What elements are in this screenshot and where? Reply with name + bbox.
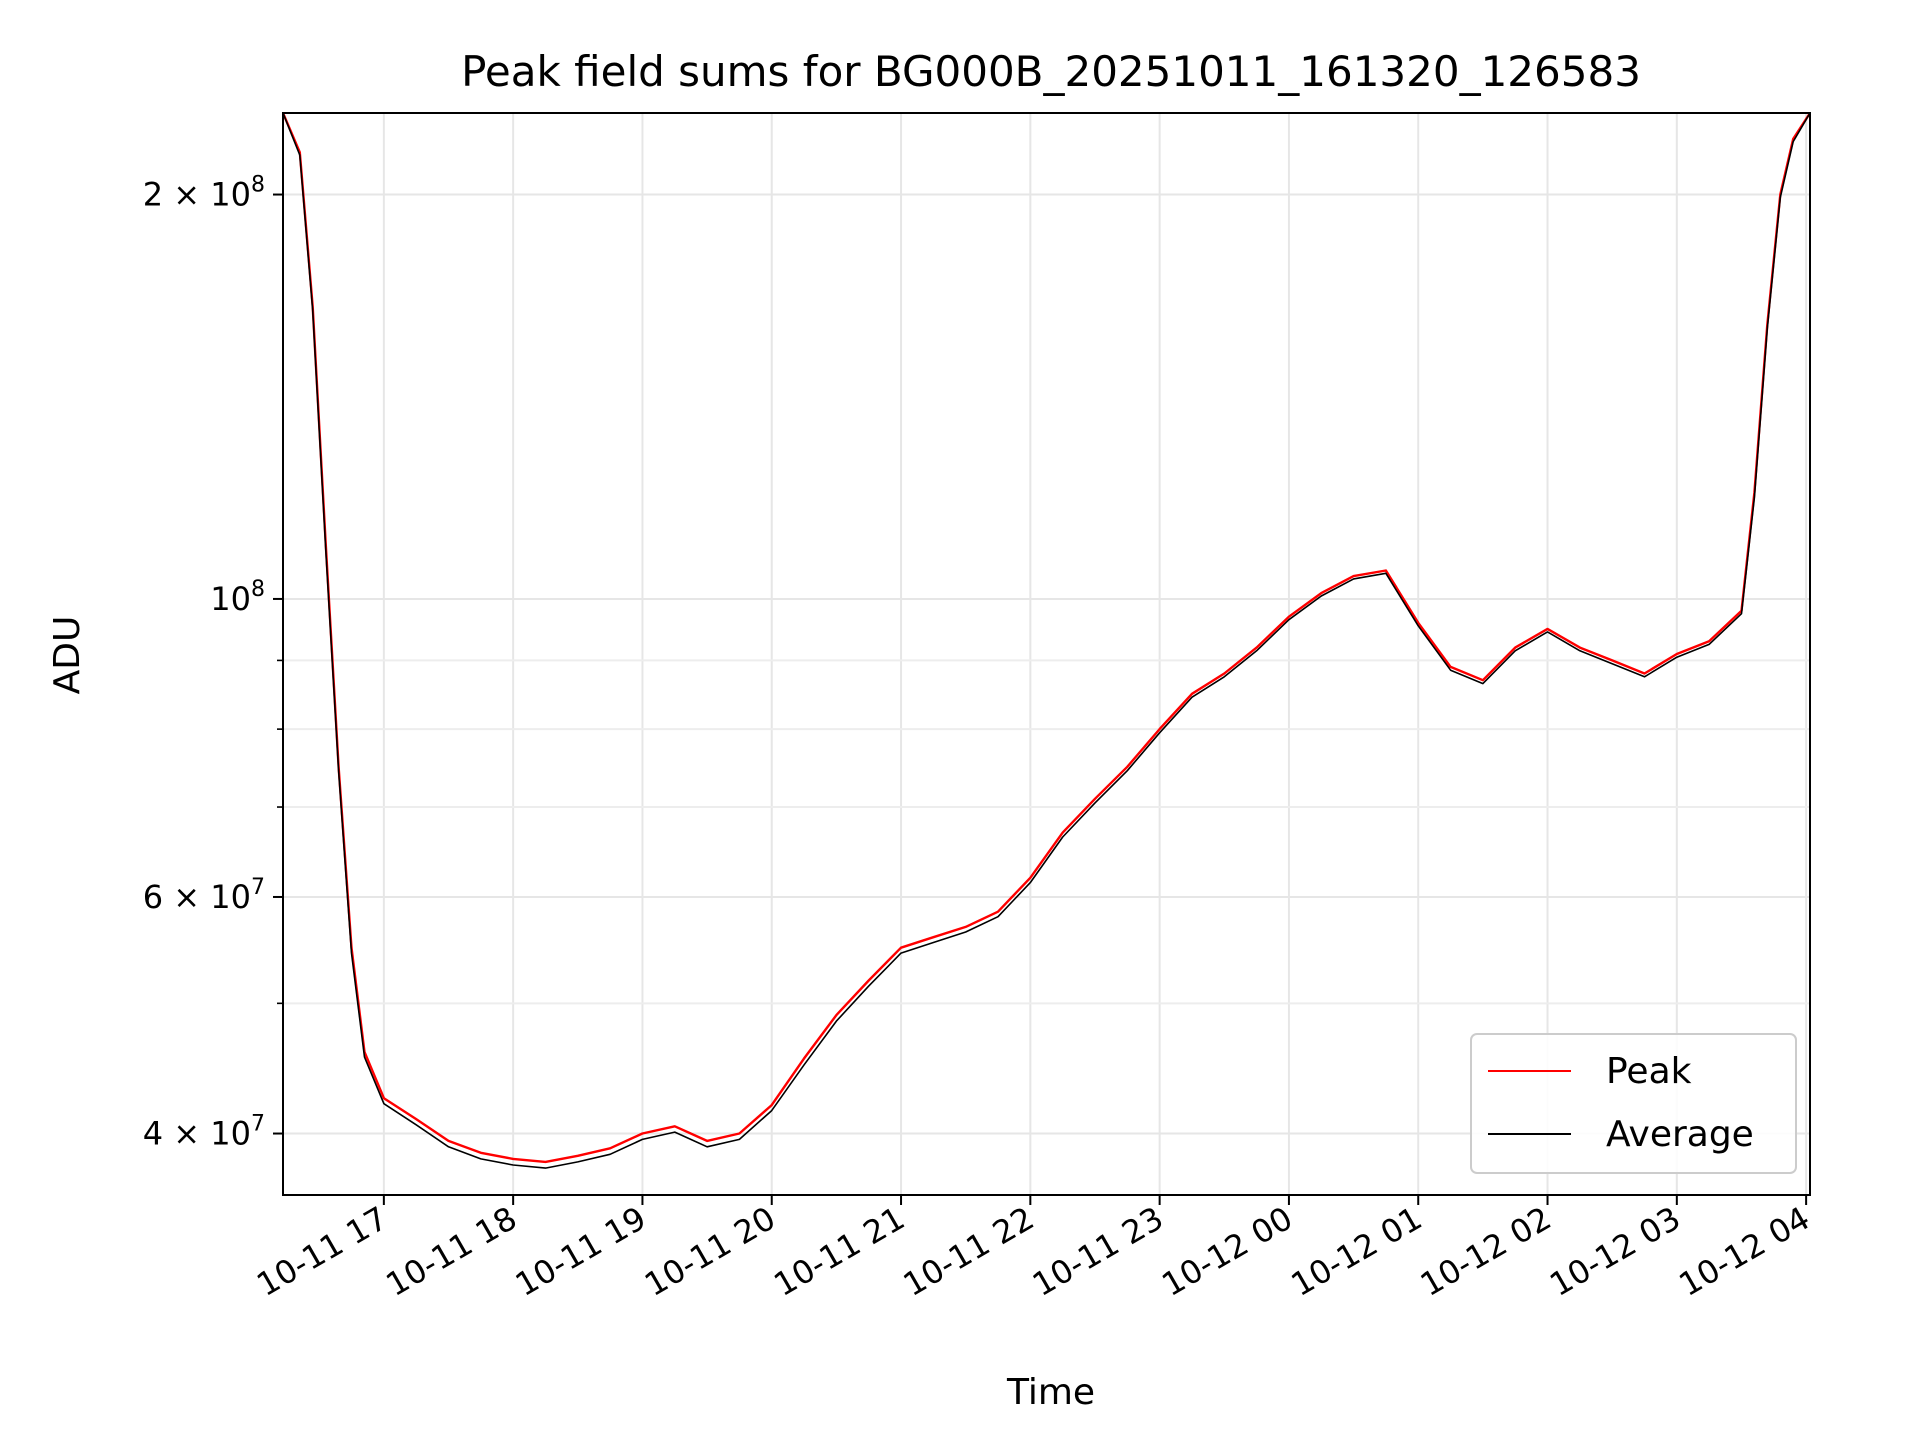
y-tick-mantissa: 4 × 10: [143, 1115, 251, 1153]
plot-frame: [282, 112, 1811, 1196]
chart-title: Peak field sums for BG000B_20251011_1613…: [461, 47, 1641, 96]
y-tick-mantissa: 6 × 10: [143, 878, 251, 916]
y-axis-label: ADU: [47, 616, 88, 695]
series-line-average: [282, 112, 1811, 1169]
y-tick-exponent: 7: [251, 1112, 265, 1137]
y-tick-label: 6 × 107: [143, 875, 265, 916]
series-line-peak: [281, 112, 1812, 1164]
legend-average-label: Average: [1606, 1114, 1754, 1155]
y-tick-label: 2 × 108: [143, 173, 265, 214]
y-tick-mantissa: 2 × 10: [143, 176, 251, 214]
y-tick-exponent: 7: [251, 875, 265, 900]
legend-peak-label: Peak: [1606, 1051, 1692, 1092]
y-tick-exponent: 8: [251, 173, 265, 198]
legend-box: [1470, 1033, 1797, 1174]
legend: Peak Average: [1470, 1033, 1797, 1174]
y-tick-label: 108: [210, 577, 265, 618]
y-tick-label: 4 × 107: [143, 1112, 265, 1153]
x-axis-label: Time: [1006, 1372, 1095, 1413]
series-lines: [281, 112, 1812, 1169]
y-tick-mantissa: 10: [210, 580, 251, 618]
y-tick-exponent: 8: [251, 577, 265, 602]
